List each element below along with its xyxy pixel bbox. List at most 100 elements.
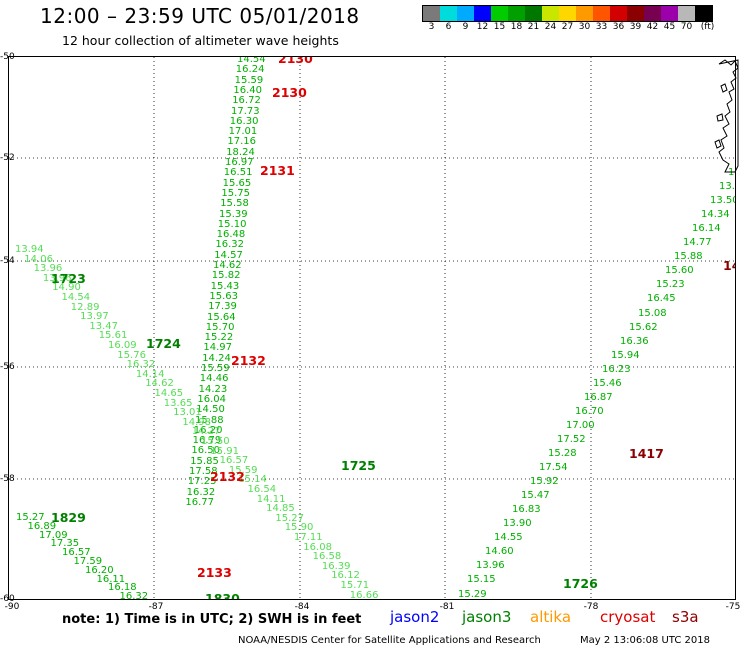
longitude-label: -78 [583,602,599,612]
wave-height-value: 14.06 [24,253,53,265]
wave-height-value: 15.43 [210,280,240,292]
scale-label: 42 [646,22,659,32]
wave-height-value: 15.75 [221,187,251,199]
wave-height-value: 14.55 [494,532,523,544]
pass-time-label: 1726 [563,576,598,591]
wave-height-value: 16.89 [27,520,57,532]
wave-height-value: 16.54 [247,484,277,495]
wave-height-value: 15.85 [190,455,219,467]
wave-height-value: 13.01 [173,407,202,419]
wave-height-value: 15.10 [217,218,247,230]
wave-height-value: 16.40 [233,84,263,96]
scale-swatch [678,6,695,21]
wave-height-value: 16.32 [119,591,149,600]
wave-height-value: 16.11 [96,573,126,585]
pass-time-label: 2133 [197,565,232,580]
wave-height-value: 14.27 [191,426,221,438]
wave-height-value: 17.35 [50,538,80,550]
pass-time-label: 2130 [278,56,313,66]
satellite-legend-altika: altika [530,608,572,626]
latitude-label: -50 [0,52,15,62]
wave-height-value: 15.59 [201,363,230,374]
satellite-legend-s3a: s3a [672,608,699,626]
wave-height-value: 15.46 [593,377,622,389]
wave-height-value: 15.58 [220,198,249,210]
scale-label: 27 [561,22,574,32]
wave-height-value: 14.50 [196,404,225,416]
wave-height-value: 16.24 [235,64,265,76]
scale-swatch [644,6,661,21]
longitude-label: -87 [148,602,164,612]
wave-height-value: 14.54 [237,56,266,65]
wave-height-value: 14.60 [485,546,514,558]
wave-height-value: 17.39 [208,301,237,313]
wave-height-value: 13. [719,181,735,193]
wave-height-value: 15.70 [205,321,235,333]
wave-height-value: 16.77 [185,496,215,508]
longitude-label: -81 [439,602,455,612]
wave-height-value: 15.88 [195,414,224,426]
wave-height-value: 16.97 [359,599,388,600]
wave-height-value: 16.70 [575,405,604,417]
wave-height-value: 16.97 [225,157,254,168]
pass-time-label: 2131 [260,163,295,178]
generated-timestamp: May 2 13:06:08 UTC 2018 [580,635,710,646]
pass-time-label: 1417 [629,446,664,461]
wave-height-value: 12.89 [70,301,100,313]
wave-height-value: 15.62 [629,321,658,333]
scale-label: 18 [510,22,523,32]
wave-height-value: 17.73 [231,105,260,117]
scale-label: (ft) [700,22,715,32]
wave-height-value: 13.94 [15,244,44,255]
scale-swatch [423,6,440,21]
wave-height-value: 15.39 [219,208,248,220]
pass-time-label: 2130 [272,85,307,100]
wave-height-value: 16.36 [620,335,649,347]
wave-height-value: 15.23 [656,279,685,291]
wave-height-value: 15.71 [340,580,370,591]
wave-height-value: 17.58 [189,466,218,477]
wave-height-value: 16.08 [303,541,332,553]
wave-height-value: 14.85 [266,503,295,515]
longitude-label: -75 [725,602,740,612]
scale-swatch [491,6,508,21]
longitude-label: -90 [4,602,20,612]
wave-height-value: 13.47 [89,320,119,332]
wave-height-value: 13.96 [33,263,63,275]
scale-swatch [474,6,491,21]
wave-height-value: 16.66 [349,589,379,600]
wave-height-value: 16.51 [223,167,253,179]
scale-label: 12 [476,22,489,32]
wave-height-value: 16.23 [602,363,631,375]
scale-label: 33 [595,22,608,32]
wave-height-value: 15.90 [284,522,314,534]
wave-height-value: 17.54 [539,462,568,474]
pass-time-label: 1725 [341,458,376,473]
wave-height-value: 14.62 [213,260,242,271]
wave-height-value: 18.24 [226,146,255,158]
wave-height-value: 15.76 [117,349,146,361]
wave-height-value: 16.48 [216,229,246,241]
satellite-legend-jason2: jason2 [390,608,440,626]
pass-time-label: 1724 [146,336,181,351]
wave-height-value: 17.00 [566,419,595,431]
wave-height-value: 16.18 [108,582,137,594]
wave-height-value: 16.14 [692,223,721,235]
scale-swatch [695,6,712,21]
scale-label: 6 [445,22,452,32]
wave-height-value: 14.24 [202,352,231,364]
scale-swatch [559,6,576,21]
coastline-shape [714,59,739,173]
wave-height-value: 15.91 [210,445,239,457]
wave-height-value: 17.09 [39,529,68,541]
wave-height-value: 17.16 [227,136,257,148]
pass-time-label: 2132 [231,353,266,368]
page-subtitle: 12 hour collection of altimeter wave hei… [62,33,339,48]
wave-height-value: 16.09 [108,340,137,351]
wave-height-value: 14.65 [154,388,184,399]
wave-height-value: 16.32 [126,359,156,371]
scale-label: 45 [663,22,676,32]
wave-height-value: 13.90 [503,518,532,530]
wave-height-value: 16.39 [321,560,351,572]
wave-height-value: 15.60 [665,265,694,277]
